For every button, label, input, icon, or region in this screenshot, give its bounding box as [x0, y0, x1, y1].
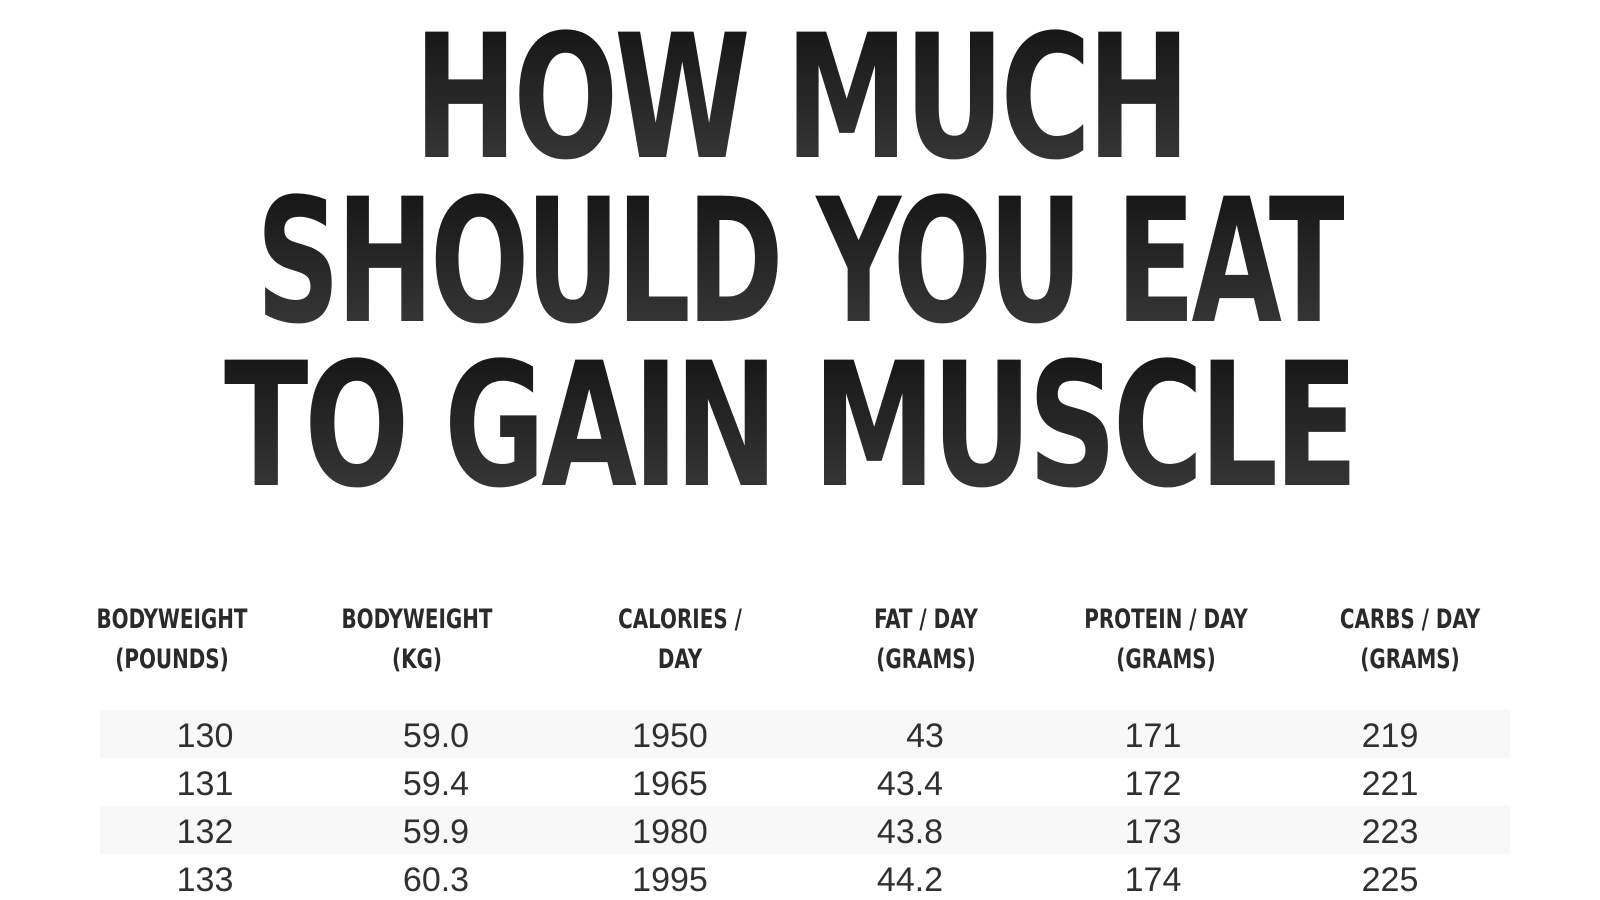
nutrition-table: BODYWEIGHT (POUNDS) BODYWEIGHT (KG) CALO… — [96, 600, 1510, 900]
cell-kg: 59.9 — [402, 813, 470, 851]
cell-kg: 59.4 — [402, 765, 470, 803]
column-header-calories: CALORIES / DAY — [618, 604, 742, 675]
cell-carbs: 225 — [1361, 861, 1419, 899]
column-header-bodyweight-kg: BODYWEIGHT (KG) — [341, 604, 493, 675]
cell-protein: 174 — [1124, 861, 1182, 899]
cell-kg: 60.3 — [402, 861, 470, 899]
cell-carbs: 223 — [1361, 813, 1419, 851]
title-line-2: SHOULD YOU EAT — [256, 161, 1349, 362]
cell-pounds: 131 — [176, 765, 234, 803]
column-header-carbs: CARBS / DAY (GRAMS) — [1339, 604, 1481, 675]
table-row: 131 59.4 1965 43.4 172 221 — [100, 758, 1510, 806]
cell-kg: 59.0 — [402, 717, 470, 755]
cell-protein: 172 — [1124, 765, 1182, 803]
title-line-1: HOW MUCH — [224, 12, 1376, 184]
table-row: 130 59.0 1950 43 171 219 — [100, 710, 1510, 758]
cell-calories: 1965 — [632, 765, 708, 803]
cell-protein: 171 — [1124, 717, 1182, 755]
cell-pounds: 132 — [176, 813, 234, 851]
title-line-3: TO GAIN MUSCLE ? — [224, 325, 1465, 526]
cell-pounds: 133 — [176, 861, 234, 899]
cell-carbs: 219 — [1361, 717, 1419, 755]
column-header-fat: FAT / DAY (GRAMS) — [874, 604, 978, 675]
cell-fat: 44.2 — [876, 861, 944, 899]
column-header-protein: PROTEIN / DAY (GRAMS) — [1084, 604, 1248, 675]
cell-fat: 43.8 — [876, 813, 944, 851]
cell-calories: 1980 — [632, 813, 708, 851]
cell-fat: 43.4 — [876, 765, 944, 803]
page-title: HOW MUCH SHOULD YOU EAT TO GAIN MUSCLE ? — [0, 12, 1600, 526]
table-row: 132 59.9 1980 43.8 173 223 — [100, 806, 1510, 854]
cell-protein: 173 — [1124, 813, 1182, 851]
table-row: 133 60.3 1995 44.2 174 225 — [100, 854, 1510, 900]
cell-pounds: 130 — [176, 717, 234, 755]
table-header: BODYWEIGHT (POUNDS) BODYWEIGHT (KG) CALO… — [96, 600, 1510, 710]
cell-calories: 1995 — [632, 861, 708, 899]
cell-fat: 43 — [906, 717, 944, 755]
cell-calories: 1950 — [632, 717, 708, 755]
column-header-bodyweight-pounds: BODYWEIGHT (POUNDS) — [96, 604, 248, 675]
table-body: 130 59.0 1950 43 171 219 131 59.4 1965 4… — [100, 710, 1510, 900]
cell-carbs: 221 — [1361, 765, 1419, 803]
